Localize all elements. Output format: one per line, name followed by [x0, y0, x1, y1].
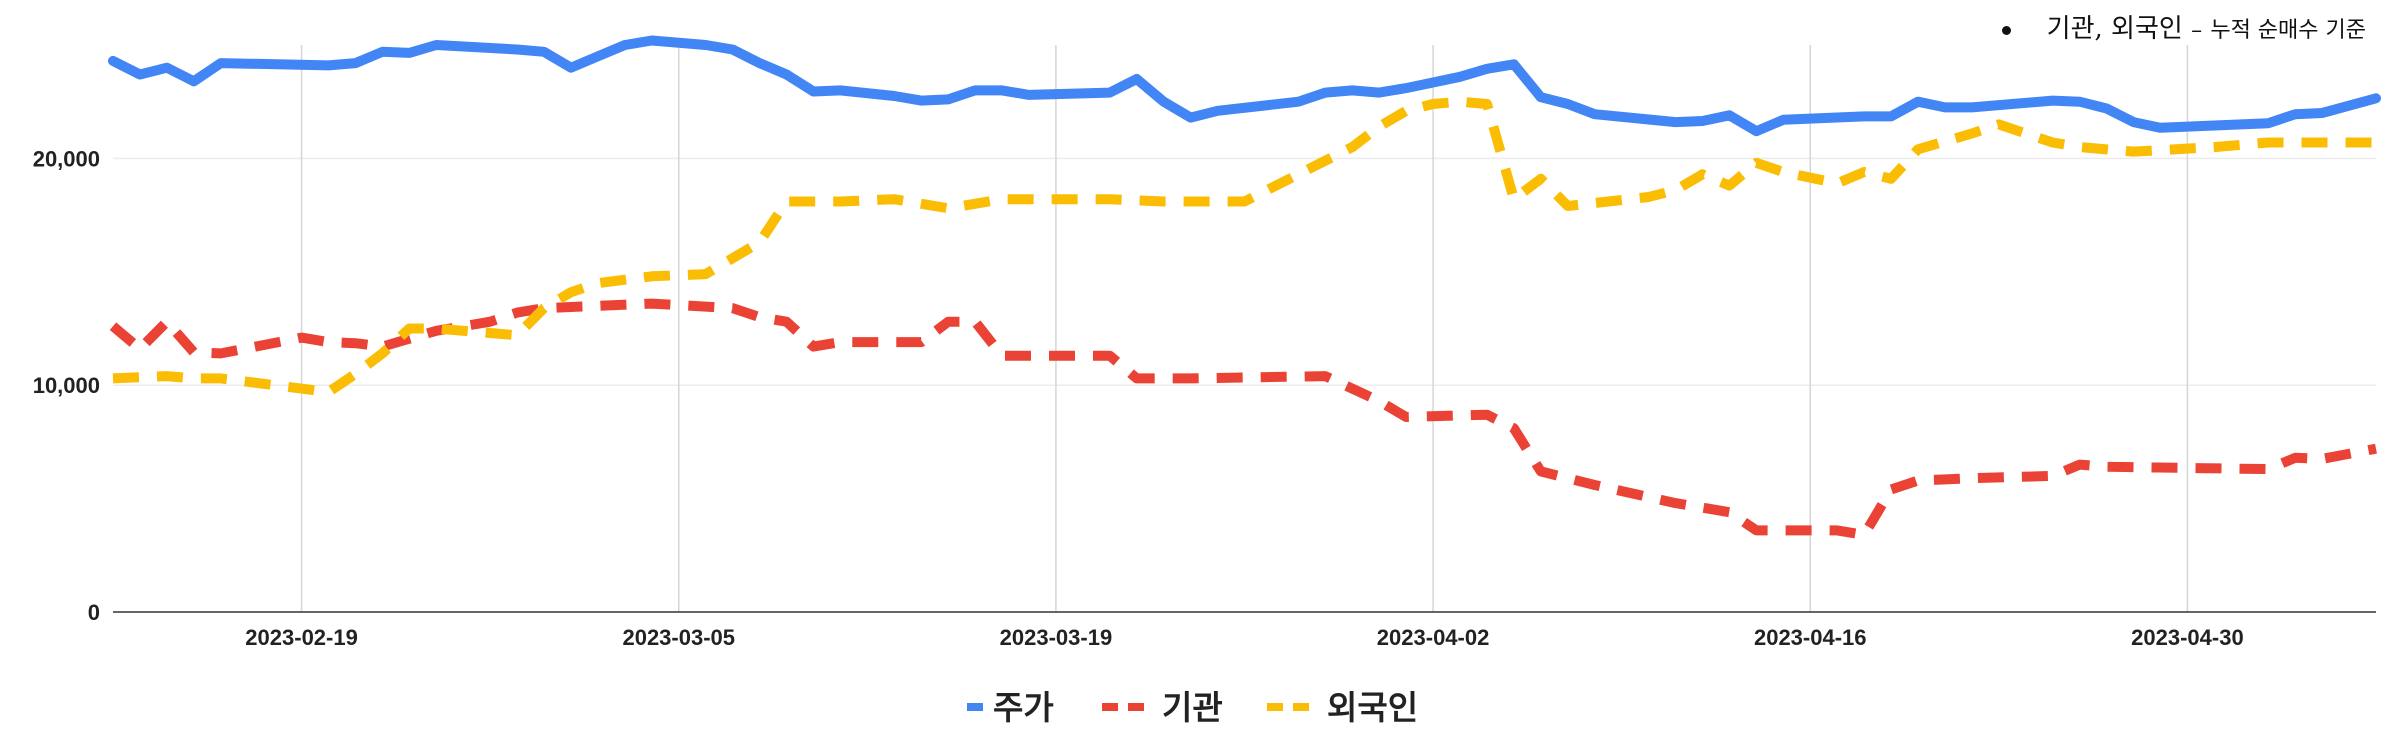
x-tick-label: 2023-03-19: [1000, 625, 1113, 650]
axis-labels: 0 10,000 20,000 2023-02-19 2023-03-05 2023-03…: [33, 146, 2376, 650]
series-line-2: [112, 96, 2376, 397]
y-tick-label: 0: [88, 600, 100, 625]
note-sub: 누적 순매수 기준: [2210, 18, 2366, 43]
x-tick-label: 2023-04-30: [2131, 625, 2244, 650]
legend: 주가 기관 외국인: [967, 689, 1418, 726]
y-tick-label: 10,000: [33, 373, 100, 398]
x-tick-label: 2023-03-05: [622, 625, 735, 650]
annotation-note: 기관, 외국인 – 누적 순매수 기준: [2001, 8, 2366, 45]
series-layer: [108, 35, 2381, 540]
series-line-0: [108, 35, 2381, 137]
note-main: 기관, 외국인: [2046, 14, 2183, 44]
legend-label: 기관: [1162, 689, 1223, 726]
x-tick-label: 2023-02-19: [245, 625, 358, 650]
y-tick-label: 20,000: [33, 146, 100, 171]
grid: [113, 45, 2376, 612]
x-tick-label: 2023-04-02: [1377, 625, 1490, 650]
series-line-1: [109, 298, 2377, 540]
note-dash: –: [2191, 18, 2203, 43]
bullet-icon: [2001, 25, 2011, 35]
x-tick-label: 2023-04-16: [1754, 625, 1867, 650]
legend-label: 주가: [993, 689, 1054, 726]
legend-label: 외국인: [1327, 689, 1418, 726]
